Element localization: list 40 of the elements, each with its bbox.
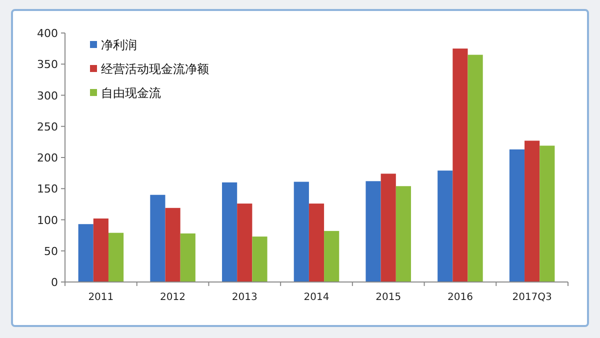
bar <box>438 170 453 282</box>
bar <box>252 236 268 282</box>
x-tick-label: 2013 <box>232 292 258 303</box>
legend-label: 经营活动现金流净额 <box>101 62 209 76</box>
bar <box>380 174 396 282</box>
x-tick-label: 2017Q3 <box>512 292 552 303</box>
y-tick-label: 300 <box>37 89 58 102</box>
y-tick-label: 50 <box>44 244 58 258</box>
y-tick-label: 200 <box>37 152 58 164</box>
bar <box>452 48 468 282</box>
bar <box>366 181 381 282</box>
bar <box>396 186 411 282</box>
bar <box>165 208 180 282</box>
bar <box>324 230 340 282</box>
legend-label: 自由现金流 <box>101 86 161 100</box>
x-tick-label: 2014 <box>304 292 330 303</box>
x-tick-label: 2012 <box>160 292 186 303</box>
y-tick-label: 250 <box>37 120 58 134</box>
x-tick-label: 2016 <box>447 292 473 303</box>
y-tick-label: 100 <box>37 214 58 227</box>
legend-label: 净利润 <box>101 38 137 52</box>
x-tick-label: 2015 <box>376 292 402 303</box>
bar <box>150 194 166 282</box>
bar <box>509 149 525 282</box>
bar <box>108 232 124 282</box>
bar <box>308 204 324 282</box>
bar <box>524 140 540 282</box>
bar <box>468 54 483 282</box>
y-tick-label: 400 <box>37 27 58 40</box>
bar <box>294 182 309 282</box>
bar <box>93 218 108 282</box>
bar <box>540 146 555 282</box>
bar <box>237 204 252 282</box>
bar <box>78 224 94 282</box>
y-tick-label: 150 <box>37 182 58 196</box>
y-tick-label: 350 <box>37 58 58 72</box>
bar <box>222 182 238 282</box>
x-tick-label: 2011 <box>88 292 114 303</box>
bar <box>180 233 196 282</box>
y-tick-label: 0 <box>51 276 58 289</box>
